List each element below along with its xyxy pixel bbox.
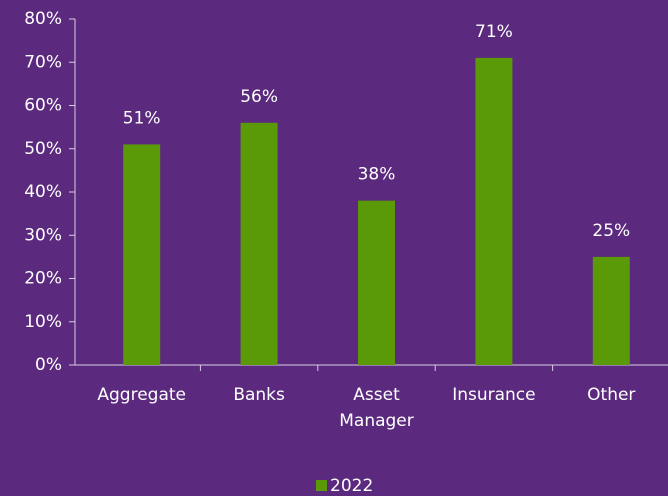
y-tick-label: 80% xyxy=(24,9,62,29)
y-tick-label: 50% xyxy=(24,139,62,159)
x-tick-label: Other xyxy=(587,385,635,405)
y-tick-label: 10% xyxy=(24,312,62,332)
bar xyxy=(240,122,278,365)
y-tick-label: 0% xyxy=(35,355,62,375)
x-tick-label: Asset Manager xyxy=(339,385,414,431)
bar xyxy=(592,256,630,365)
y-tick-label: 60% xyxy=(24,96,62,116)
x-tick-label: Banks xyxy=(233,385,285,405)
bar xyxy=(358,200,395,365)
data-label: 38% xyxy=(358,165,396,185)
y-tick-label: 70% xyxy=(24,52,62,72)
y-tick-label: 30% xyxy=(24,225,62,245)
x-tick-label: Aggregate xyxy=(97,385,186,405)
legend-label: 2022 xyxy=(330,476,373,496)
y-tick-label: 40% xyxy=(24,182,62,202)
data-label: 71% xyxy=(475,22,513,42)
x-tick-label: Insurance xyxy=(452,385,535,405)
data-label: 25% xyxy=(592,221,630,241)
data-label: 51% xyxy=(123,108,161,128)
data-label: 56% xyxy=(240,87,278,107)
legend-swatch xyxy=(316,480,327,491)
bar xyxy=(475,57,513,366)
bar xyxy=(123,144,161,365)
y-tick-label: 20% xyxy=(24,269,62,289)
